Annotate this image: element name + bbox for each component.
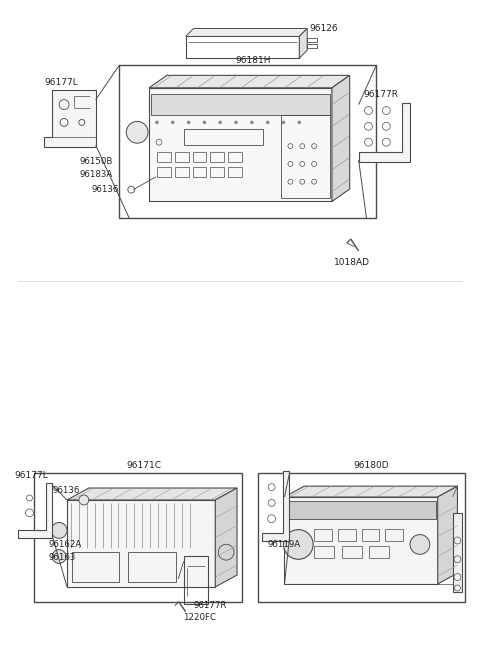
Circle shape (79, 495, 89, 505)
Text: 96181H: 96181H (235, 56, 271, 65)
Circle shape (235, 121, 238, 124)
Text: 96177L: 96177L (14, 471, 48, 479)
Text: 96126: 96126 (309, 24, 338, 33)
Bar (342, 546, 361, 558)
Bar (192, 152, 206, 162)
Polygon shape (359, 103, 410, 162)
Bar (228, 167, 242, 177)
Circle shape (282, 121, 285, 124)
Circle shape (251, 121, 253, 124)
Text: 96177R: 96177R (193, 601, 227, 610)
Bar (210, 152, 224, 162)
Circle shape (298, 121, 301, 124)
Bar (287, 501, 436, 519)
Text: 96180D: 96180D (354, 461, 389, 470)
Text: 96150B: 96150B (80, 157, 113, 166)
Polygon shape (18, 483, 52, 538)
Polygon shape (149, 75, 350, 88)
Bar (228, 152, 242, 162)
Polygon shape (216, 488, 237, 587)
Bar (210, 167, 224, 177)
Text: 96177L: 96177L (44, 79, 78, 87)
Circle shape (284, 530, 313, 559)
Bar (184, 556, 208, 604)
Polygon shape (332, 75, 350, 202)
Bar (120, 65, 376, 218)
Text: 96177R: 96177R (363, 90, 398, 99)
Bar (314, 529, 332, 540)
Text: 96119A: 96119A (268, 540, 301, 549)
Circle shape (266, 121, 269, 124)
Bar (280, 115, 330, 198)
Circle shape (51, 523, 67, 538)
Bar (67, 500, 216, 587)
Bar (453, 513, 462, 592)
Bar (370, 546, 389, 558)
Bar (157, 167, 171, 177)
Bar (151, 94, 330, 115)
Polygon shape (285, 486, 457, 497)
Circle shape (52, 550, 66, 563)
Bar (361, 529, 379, 540)
Polygon shape (186, 29, 307, 37)
Text: 96183A: 96183A (80, 170, 113, 179)
Bar (128, 552, 176, 582)
Polygon shape (300, 29, 307, 58)
Bar (157, 152, 171, 162)
Circle shape (126, 121, 148, 143)
Bar (314, 546, 334, 558)
Polygon shape (44, 90, 96, 147)
Bar (175, 167, 189, 177)
Text: 96163: 96163 (48, 553, 76, 562)
Polygon shape (262, 472, 289, 540)
Bar (35, 474, 242, 602)
Bar (258, 474, 466, 602)
Text: 1220FC: 1220FC (183, 613, 216, 622)
Bar (307, 39, 317, 43)
Text: 96162A: 96162A (48, 540, 82, 549)
Bar (149, 88, 332, 202)
Circle shape (187, 121, 190, 124)
Bar (385, 529, 403, 540)
Text: 96171C: 96171C (126, 461, 161, 470)
Circle shape (156, 121, 158, 124)
Bar (184, 129, 263, 145)
Bar (175, 152, 189, 162)
Text: 96136: 96136 (92, 185, 119, 194)
Circle shape (171, 121, 174, 124)
Circle shape (410, 534, 430, 554)
Polygon shape (438, 486, 457, 584)
Text: 96136: 96136 (52, 485, 80, 495)
Circle shape (219, 121, 222, 124)
Bar (285, 497, 438, 584)
Circle shape (203, 121, 206, 124)
Bar (72, 552, 120, 582)
Bar (307, 45, 317, 48)
Polygon shape (67, 488, 237, 500)
Bar (192, 167, 206, 177)
Text: 1018AD: 1018AD (334, 258, 370, 267)
Bar (186, 37, 300, 58)
Bar (338, 529, 356, 540)
